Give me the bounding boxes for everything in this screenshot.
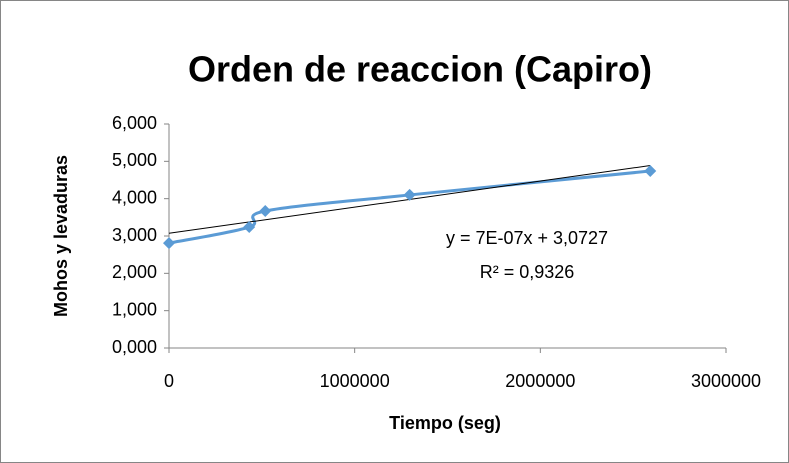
y-tick-label: 6,000 [112,113,157,133]
data-point [403,188,416,201]
x-axis-label: Tiempo (seg) [389,413,501,433]
trendline-r2: R² = 0,9326 [480,262,575,282]
x-tick-label: 1000000 [320,371,390,391]
y-tick-label: 1,000 [112,299,157,319]
data-point [259,204,272,217]
data-point [644,165,657,178]
y-tick-label: 3,000 [112,225,157,245]
x-tick-label: 0 [164,371,174,391]
chart-title: Orden de reaccion (Capiro) [188,49,652,90]
y-tick-label: 2,000 [112,262,157,282]
y-tick-label: 4,000 [112,187,157,207]
trendline-equation: y = 7E-07x + 3,0727 [446,228,608,248]
data-point [243,221,256,234]
x-tick-label: 2000000 [505,371,575,391]
data-point [163,237,175,250]
series-line [168,169,651,245]
x-tick-label: 3000000 [691,371,761,391]
y-axis-label: Mohos y levaduras [51,155,71,317]
y-tick-label: 0,000 [112,337,157,357]
y-tick-label: 5,000 [112,150,157,170]
